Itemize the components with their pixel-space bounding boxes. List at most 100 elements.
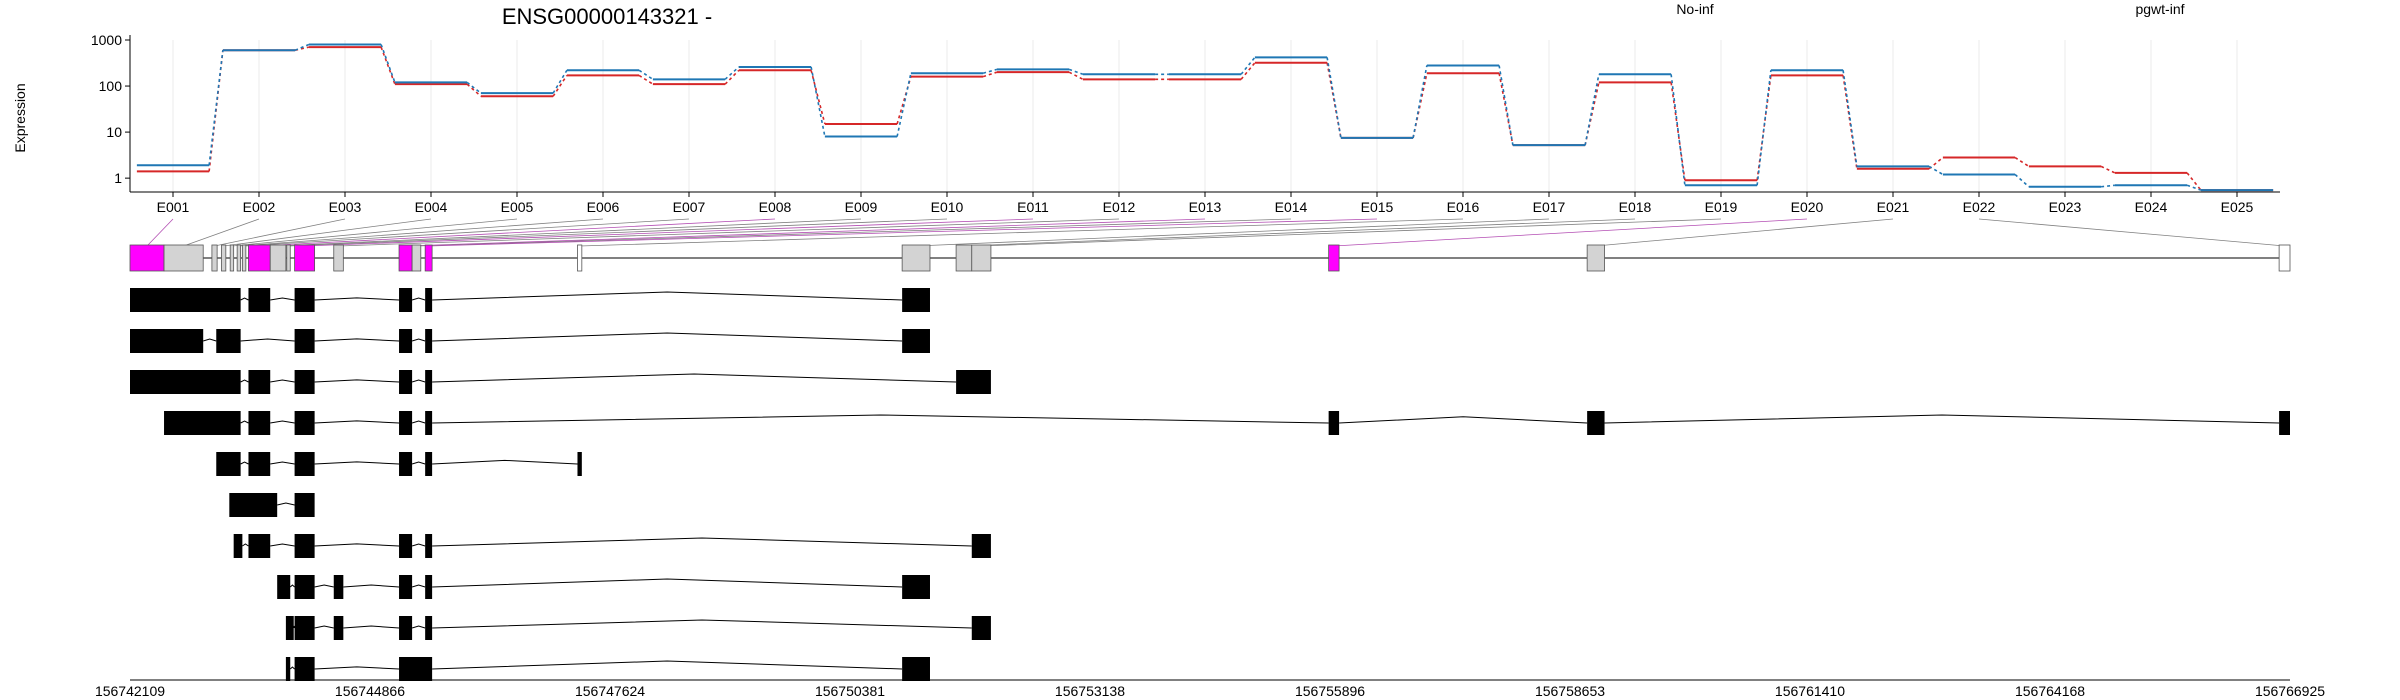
transcript-intron: [1339, 416, 1588, 424]
series-connector: [1670, 74, 1686, 186]
transcript-intron: [314, 666, 400, 670]
exon-block: [163, 244, 204, 272]
exon-connector: [238, 218, 604, 247]
transcript-intron: [289, 666, 295, 670]
exon-connector: [963, 218, 1636, 247]
series-connector: [896, 73, 912, 137]
x-tick-label: E010: [931, 199, 964, 215]
genomic-tick-label: 156750381: [815, 683, 885, 699]
transcript-exon: [425, 288, 433, 312]
transcript-exon: [294, 493, 315, 517]
transcript-exon: [399, 370, 413, 394]
series-connector: [1584, 74, 1600, 146]
series-connector: [1240, 62, 1256, 80]
genomic-tick-label: 156744866: [335, 683, 405, 699]
transcript-exon: [294, 329, 315, 353]
transcript-intron: [432, 414, 1329, 424]
series-connector: [466, 83, 482, 97]
exon-block: [577, 244, 583, 272]
x-tick-label: E021: [1877, 199, 1910, 215]
transcript-intron: [270, 461, 295, 465]
exon-connector: [244, 218, 690, 247]
exon-block: [129, 244, 165, 272]
exon-block: [248, 244, 271, 272]
x-tick-label: E011: [1017, 199, 1049, 215]
x-tick-label: E018: [1619, 199, 1652, 215]
transcript-intron: [411, 297, 426, 301]
genomic-tick-label: 156753138: [1055, 683, 1125, 699]
series-connector: [2186, 172, 2202, 191]
transcript-intron: [314, 297, 400, 301]
exon-connector: [338, 218, 1120, 247]
series-connector: [982, 68, 998, 74]
transcript-exon: [425, 575, 433, 599]
transcript-exon: [130, 370, 241, 394]
transcript-exon: [425, 411, 433, 435]
series-connector: [2014, 156, 2030, 168]
genomic-tick-label: 156761410: [1775, 683, 1845, 699]
transcript-exon: [294, 534, 315, 558]
x-tick-label: E009: [845, 199, 878, 215]
transcript-intron: [314, 584, 334, 588]
legend-entry-pgwt-inf: pgwt-inf: [2135, 1, 2184, 17]
transcript-intron: [432, 660, 903, 670]
exon-connector: [288, 218, 948, 247]
transcript-exon: [248, 288, 271, 312]
exon-block: [1586, 244, 1605, 272]
series-connector: [2014, 173, 2030, 188]
transcript-exon: [425, 616, 433, 640]
transcript-intron: [242, 543, 249, 547]
x-tick-label: E022: [1963, 199, 1996, 215]
transcript-intron: [432, 537, 972, 547]
exon-block: [955, 244, 973, 272]
genomic-tick-label: 156758653: [1535, 683, 1605, 699]
transcript-intron: [411, 461, 426, 465]
transcript-intron: [432, 578, 903, 588]
transcript-exon: [130, 288, 241, 312]
exon-block: [411, 244, 422, 272]
transcript-exon: [1328, 411, 1340, 435]
series-connector: [1670, 82, 1686, 181]
transcript-exon: [216, 329, 241, 353]
transcript-intron: [432, 619, 972, 629]
transcript-track: [233, 534, 991, 558]
transcript-exon: [425, 452, 433, 476]
genomic-tick-label: 156747624: [575, 683, 645, 699]
transcript-exon: [399, 452, 413, 476]
x-tick-label: E012: [1103, 199, 1136, 215]
transcript-exon: [294, 575, 315, 599]
series-connector: [982, 71, 998, 78]
series-connector: [1326, 57, 1342, 138]
transcript-exon: [399, 534, 413, 558]
exon-block: [333, 244, 344, 272]
series-connector: [2101, 184, 2115, 188]
transcript-exon: [971, 616, 991, 640]
x-tick-label: E008: [759, 199, 792, 215]
exon-connector: [579, 218, 1464, 247]
y-tick-label: 1: [114, 170, 122, 186]
x-tick-label: E024: [2135, 199, 2168, 215]
x-tick-label: E023: [2049, 199, 2082, 215]
transcript-intron: [314, 543, 400, 547]
transcript-exon: [294, 411, 315, 435]
transcript-intron: [411, 338, 426, 342]
x-tick-label: E025: [2221, 199, 2254, 215]
y-tick-label: 100: [99, 78, 123, 94]
exon-connector: [146, 218, 174, 247]
series-connector: [1068, 71, 1084, 81]
transcript-intron: [240, 297, 249, 301]
legend-entry-no-inf: No-inf: [1676, 1, 1713, 17]
transcript-exon: [333, 575, 344, 599]
transcript-intron: [270, 543, 295, 547]
exon-block: [424, 244, 433, 272]
transcript-intron: [343, 625, 400, 629]
transcript-track: [164, 411, 2290, 435]
transcript-exon: [277, 575, 291, 599]
transcript-exon: [248, 411, 271, 435]
transcript-exon: [2279, 411, 2290, 435]
series-connector: [294, 43, 310, 51]
series-connector: [896, 76, 912, 125]
transcript-intron: [411, 420, 426, 424]
x-tick-label: E020: [1791, 199, 1824, 215]
